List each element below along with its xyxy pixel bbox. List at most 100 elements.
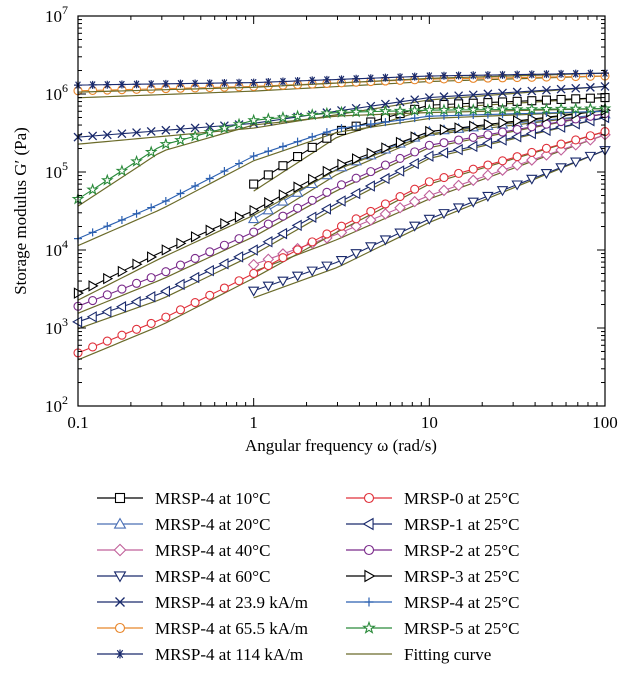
data-point (483, 89, 493, 99)
x-tick-label: 100 (592, 413, 618, 432)
data-point (161, 125, 171, 135)
data-point (249, 179, 259, 189)
data-point (147, 80, 156, 89)
data-point (454, 71, 463, 80)
data-point (174, 133, 187, 146)
data-point (102, 130, 112, 140)
legend-label: MRSP-3 at 25°C (404, 567, 519, 586)
data-point (234, 234, 244, 244)
data-point (483, 71, 492, 80)
data-point (540, 102, 553, 115)
data-point (571, 83, 581, 93)
data-point (249, 268, 259, 279)
data-point (234, 276, 244, 286)
data-point (363, 492, 375, 504)
y-tick-label: 106 (45, 81, 68, 104)
data-point (351, 173, 361, 183)
legend-item: Fitting curve (346, 645, 491, 664)
legend-label: MRSP-2 at 25°C (404, 541, 519, 560)
data-point (571, 135, 581, 145)
data-point (439, 138, 449, 148)
data-point (102, 336, 112, 346)
data-point (336, 180, 347, 190)
data-point (102, 290, 112, 300)
data-point (380, 199, 390, 209)
legend-item: MRSP-0 at 25°C (346, 489, 519, 508)
data-point (337, 124, 346, 133)
data-point (335, 256, 348, 267)
data-point (145, 291, 156, 303)
data-point (410, 114, 419, 123)
data-point (350, 249, 362, 260)
legend-item: MRSP-2 at 25°C (346, 541, 519, 560)
data-point (510, 102, 524, 115)
data-point (366, 167, 376, 177)
data-point (159, 137, 173, 150)
y-tick-label: 103 (45, 315, 68, 338)
data-point (439, 124, 450, 136)
data-point (335, 105, 348, 118)
data-point (130, 154, 143, 167)
data-point (322, 229, 332, 239)
data-point (117, 129, 127, 139)
data-point (322, 165, 333, 178)
data-point (132, 128, 142, 138)
data-point (86, 182, 99, 196)
data-point (175, 260, 186, 270)
data-point (247, 286, 260, 297)
data-point (247, 244, 258, 256)
series (72, 111, 610, 330)
series (73, 127, 610, 361)
data-point (114, 622, 126, 634)
data-point (113, 543, 127, 557)
data-point (556, 84, 566, 94)
data-point (293, 245, 303, 255)
data-point (395, 97, 405, 107)
data-point (308, 132, 317, 141)
data-point (379, 172, 390, 185)
data-point (410, 184, 420, 194)
data-point (205, 247, 215, 257)
data-point (293, 76, 302, 85)
data-point (72, 316, 83, 328)
data-point (278, 142, 287, 151)
data-point (408, 103, 422, 116)
y-tick-label: 104 (45, 237, 68, 260)
data-point (278, 189, 289, 201)
data-point (278, 161, 288, 171)
data-point (191, 182, 200, 191)
data-point (425, 112, 434, 121)
data-point (117, 284, 127, 294)
legend-label: MRSP-4 at 23.9 kA/m (155, 593, 308, 612)
data-point (379, 235, 392, 246)
data-point (249, 78, 258, 87)
data-point (205, 290, 215, 300)
data-point (176, 79, 185, 88)
data-point (394, 165, 405, 177)
data-point (263, 170, 273, 180)
data-point (481, 102, 495, 116)
data-point (364, 214, 377, 226)
data-point (277, 227, 288, 240)
data-point (351, 153, 363, 165)
data-point (205, 224, 216, 237)
legend-label: MRSP-5 at 25°C (404, 619, 519, 638)
data-point (498, 88, 507, 98)
data-point (235, 159, 244, 168)
data-point (381, 142, 392, 154)
data-point (291, 271, 304, 282)
legend-item: MRSP-4 at 60°C (97, 567, 270, 586)
data-point (103, 222, 112, 231)
data-point (174, 278, 185, 291)
data-point (569, 157, 582, 168)
data-point (496, 134, 507, 146)
data-point (452, 179, 465, 192)
data-point (116, 301, 127, 313)
data-point (584, 151, 597, 162)
data-point (337, 75, 346, 84)
data-point (541, 85, 551, 95)
data-point (454, 91, 464, 101)
legend-label: MRSP-1 at 25°C (404, 515, 519, 534)
data-point (307, 237, 317, 247)
data-point (101, 306, 112, 318)
